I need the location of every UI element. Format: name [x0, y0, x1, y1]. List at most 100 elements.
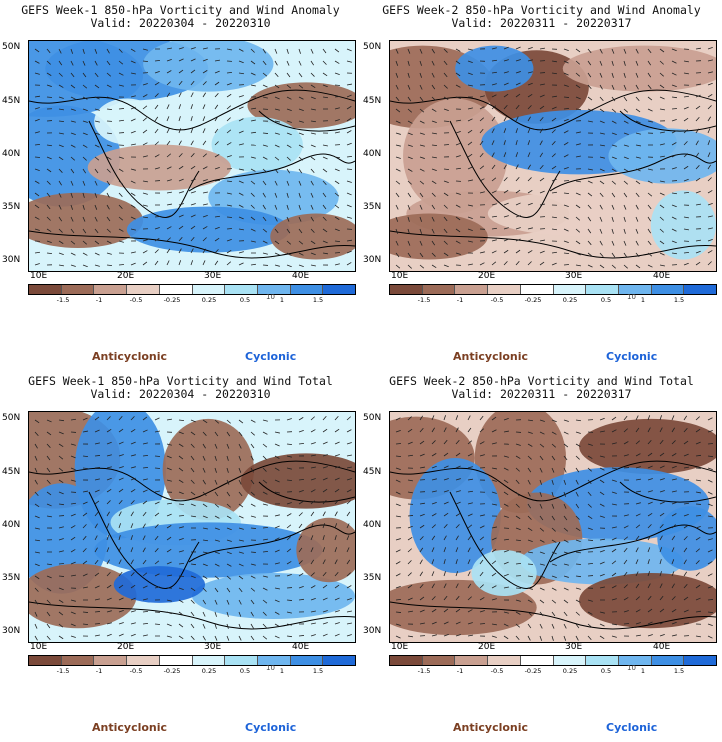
wind-vector	[58, 467, 64, 472]
wind-vector	[515, 503, 520, 508]
wind-vector	[58, 611, 64, 616]
wind-vector	[118, 571, 123, 577]
wind-vector	[515, 189, 521, 194]
wind-vector	[443, 490, 449, 493]
wind-vector	[707, 227, 713, 230]
wind-vector	[226, 192, 232, 195]
wind-vector	[587, 491, 592, 497]
wind-vector	[298, 180, 302, 186]
wind-vector	[82, 240, 88, 245]
wind-vector	[635, 502, 641, 505]
wind-vector	[310, 454, 316, 457]
wind-vector	[58, 192, 62, 198]
wind-vector	[286, 204, 289, 210]
wind-vector	[106, 441, 112, 445]
wind-vector	[142, 117, 148, 122]
wind-vector	[274, 264, 280, 267]
wind-vector	[310, 489, 316, 493]
wind-vector	[431, 465, 437, 469]
wind-vector	[647, 478, 653, 481]
wind-vector	[166, 467, 172, 471]
wind-vector	[407, 416, 412, 421]
wind-vector	[250, 72, 256, 76]
wind-vector	[322, 144, 328, 147]
colorbar-tick: -0.25	[163, 667, 181, 675]
wind-vector	[551, 191, 558, 194]
wind-vector	[70, 536, 76, 541]
wind-vector	[503, 550, 509, 553]
wind-vector	[82, 120, 88, 123]
coastline	[549, 524, 716, 563]
wind-vector	[455, 490, 461, 493]
wind-vector	[443, 524, 448, 529]
colorbar-tick: -1	[456, 296, 464, 304]
wind-vector	[130, 262, 136, 266]
wind-vector	[178, 58, 184, 62]
wind-vector	[623, 48, 627, 54]
wind-vector	[503, 455, 509, 458]
wind-vector	[539, 94, 545, 98]
wind-vector	[346, 429, 352, 433]
wind-vector	[142, 500, 148, 505]
wind-vector	[166, 260, 170, 266]
wind-vector	[94, 108, 100, 111]
wind-vector	[142, 83, 148, 86]
wind-vector	[635, 490, 641, 493]
wind-vector	[214, 455, 217, 461]
lon-label: 40E	[653, 271, 671, 281]
wind-vector	[635, 513, 641, 517]
wind-vector	[443, 427, 447, 433]
wind-vector	[443, 634, 449, 637]
wind-vector	[431, 216, 435, 222]
wind-vector	[479, 251, 485, 254]
wind-vector	[563, 503, 567, 509]
wind-vector	[395, 180, 401, 185]
wind-vector	[443, 583, 447, 589]
wind-vector	[238, 419, 244, 424]
wind-vector	[106, 488, 112, 493]
wind-vector	[491, 227, 498, 230]
wind-vector	[82, 84, 88, 89]
wind-vector	[106, 633, 112, 637]
wind-vector	[407, 240, 411, 246]
wind-vector	[659, 465, 665, 469]
wind-vector	[298, 204, 301, 210]
panel-valid-dates: Valid: 20220311 - 20220317	[451, 16, 632, 30]
wind-vector	[635, 440, 641, 445]
wind-vector	[286, 561, 292, 565]
wind-vector	[443, 512, 449, 517]
wind-vector	[479, 262, 485, 266]
wind-vector	[334, 216, 340, 220]
wind-vector	[262, 419, 268, 422]
wind-vector	[563, 180, 570, 182]
wind-vector	[431, 156, 437, 159]
wind-vector	[250, 431, 255, 436]
wind-vector	[154, 535, 159, 541]
wind-vector	[226, 623, 229, 629]
wind-vector	[58, 599, 64, 603]
wind-vector	[599, 538, 605, 541]
wind-vector	[467, 634, 473, 637]
wind-vector	[407, 132, 413, 136]
wind-vector	[467, 263, 473, 266]
wind-vector	[154, 417, 160, 421]
wind-vector	[395, 515, 401, 518]
wind-vector	[419, 583, 424, 589]
wind-vector	[94, 478, 100, 481]
wind-vector	[443, 571, 446, 577]
wind-vector	[659, 204, 665, 209]
colorbar-swatch	[651, 285, 685, 294]
wind-vector	[334, 584, 340, 589]
wind-vector	[611, 144, 617, 147]
wind-vector	[178, 203, 184, 206]
wind-vector	[118, 547, 121, 553]
wind-vector	[671, 216, 677, 220]
wind-vector	[190, 236, 195, 242]
wind-vector	[455, 240, 461, 244]
wind-vector	[322, 610, 328, 613]
wind-vector	[563, 72, 569, 76]
wind-vector	[142, 48, 148, 51]
wind-vector	[286, 132, 292, 136]
wind-vector	[70, 549, 76, 553]
wind-vector	[190, 178, 196, 182]
